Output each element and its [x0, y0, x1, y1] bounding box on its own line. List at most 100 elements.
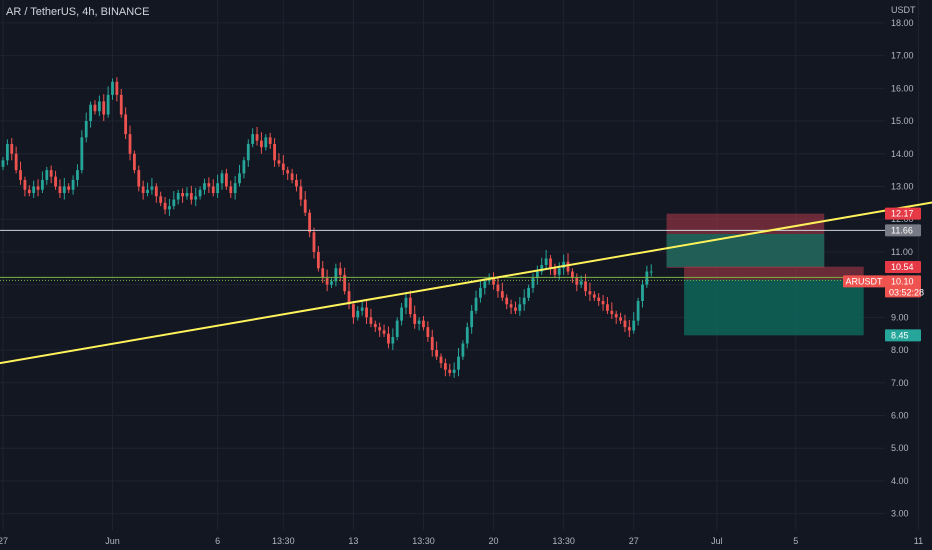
candle: [360, 307, 364, 311]
x-tick-label: 13: [348, 536, 358, 546]
candle: [641, 284, 644, 301]
candle: [400, 307, 403, 321]
candle: [452, 369, 456, 373]
symbol-badge: [843, 275, 885, 288]
candle: [470, 310, 474, 328]
x-tick-label: 13:30: [552, 536, 575, 546]
y-tick-label: 5.00: [891, 443, 909, 453]
x-tick-label: 13:30: [272, 536, 295, 546]
candle: [308, 212, 311, 233]
candle: [325, 278, 329, 285]
candle: [614, 314, 618, 318]
y-tick-label: 13.00: [891, 181, 914, 191]
candle: [527, 287, 530, 298]
candle: [417, 320, 421, 324]
candle: [514, 307, 517, 311]
target-zone-upper[interactable]: [666, 233, 825, 267]
candle: [557, 268, 561, 275]
candle: [382, 330, 386, 334]
trendline[interactable]: [0, 180, 932, 366]
candle: [154, 186, 158, 197]
candle: [189, 193, 193, 200]
candle: [133, 153, 136, 171]
candle: [242, 160, 246, 174]
y-tick-label: 16.00: [891, 83, 914, 93]
candle: [176, 193, 180, 200]
candle: [36, 186, 40, 190]
candle: [505, 297, 509, 305]
candle: [23, 179, 27, 190]
candle: [474, 297, 478, 311]
candle: [522, 297, 526, 305]
price-tag-line: [885, 224, 921, 237]
candle: [365, 307, 368, 318]
candle: [575, 278, 579, 285]
candle: [627, 327, 631, 331]
target-zone-lower[interactable]: [684, 279, 864, 336]
candle: [67, 186, 71, 190]
candle: [492, 278, 495, 285]
x-tick-label: 27: [0, 536, 8, 546]
candle: [115, 81, 119, 95]
candle: [27, 189, 31, 194]
candle: [404, 297, 408, 308]
candle: [443, 363, 447, 370]
candle: [19, 170, 22, 180]
x-tick-label: 5: [793, 536, 798, 546]
candle: [378, 327, 382, 331]
y-tick-label: 14.00: [891, 149, 914, 159]
candle: [448, 369, 452, 373]
candle: [277, 160, 281, 164]
candle: [316, 251, 320, 269]
candle: [168, 206, 171, 210]
x-tick-label: 13:30: [412, 536, 435, 546]
candle: [579, 281, 583, 285]
candle: [207, 183, 211, 187]
candle: [426, 327, 430, 337]
candle: [343, 274, 347, 292]
candle: [203, 183, 206, 190]
candle: [610, 310, 614, 315]
x-tick-label: Jul: [711, 536, 723, 546]
candle: [224, 173, 228, 187]
candle: [124, 114, 128, 135]
chart-title: AR / TetherUS, 4h, BINANCE: [6, 6, 150, 18]
candle: [636, 300, 640, 321]
candle: [457, 356, 460, 370]
symbol-badge-label: ARUSDT: [845, 276, 883, 286]
candle: [290, 173, 294, 180]
y-tick-label: 4.00: [891, 476, 909, 486]
candle: [163, 202, 167, 210]
candle: [483, 281, 487, 288]
candle: [80, 137, 84, 171]
candle: [181, 193, 184, 197]
candle: [238, 173, 241, 184]
stop-loss-zone-2[interactable]: [684, 266, 864, 280]
candle: [10, 143, 14, 154]
candle: [465, 327, 469, 344]
candle: [93, 104, 97, 112]
price-tag-label: 12.17: [891, 209, 914, 219]
price-tag-stop: [885, 207, 921, 220]
x-tick-label: 27: [629, 536, 639, 546]
candle: [62, 186, 66, 194]
candle: [211, 186, 215, 194]
candle: [373, 323, 377, 328]
candle: [273, 143, 276, 161]
candle: [500, 291, 504, 298]
candle: [198, 189, 202, 197]
x-tick-label: 11: [914, 536, 923, 546]
candle: [45, 170, 49, 180]
candle: [150, 186, 154, 190]
y-tick-label: 3.00: [891, 509, 909, 519]
candle: [295, 179, 298, 187]
candle: [84, 121, 88, 138]
candle: [601, 300, 605, 305]
candle: [496, 284, 500, 292]
y-tick-label: 6.00: [891, 410, 909, 420]
candle: [549, 258, 552, 269]
candle: [128, 134, 132, 154]
y-axis-unit: USDT: [891, 5, 916, 15]
candle: [233, 183, 237, 194]
